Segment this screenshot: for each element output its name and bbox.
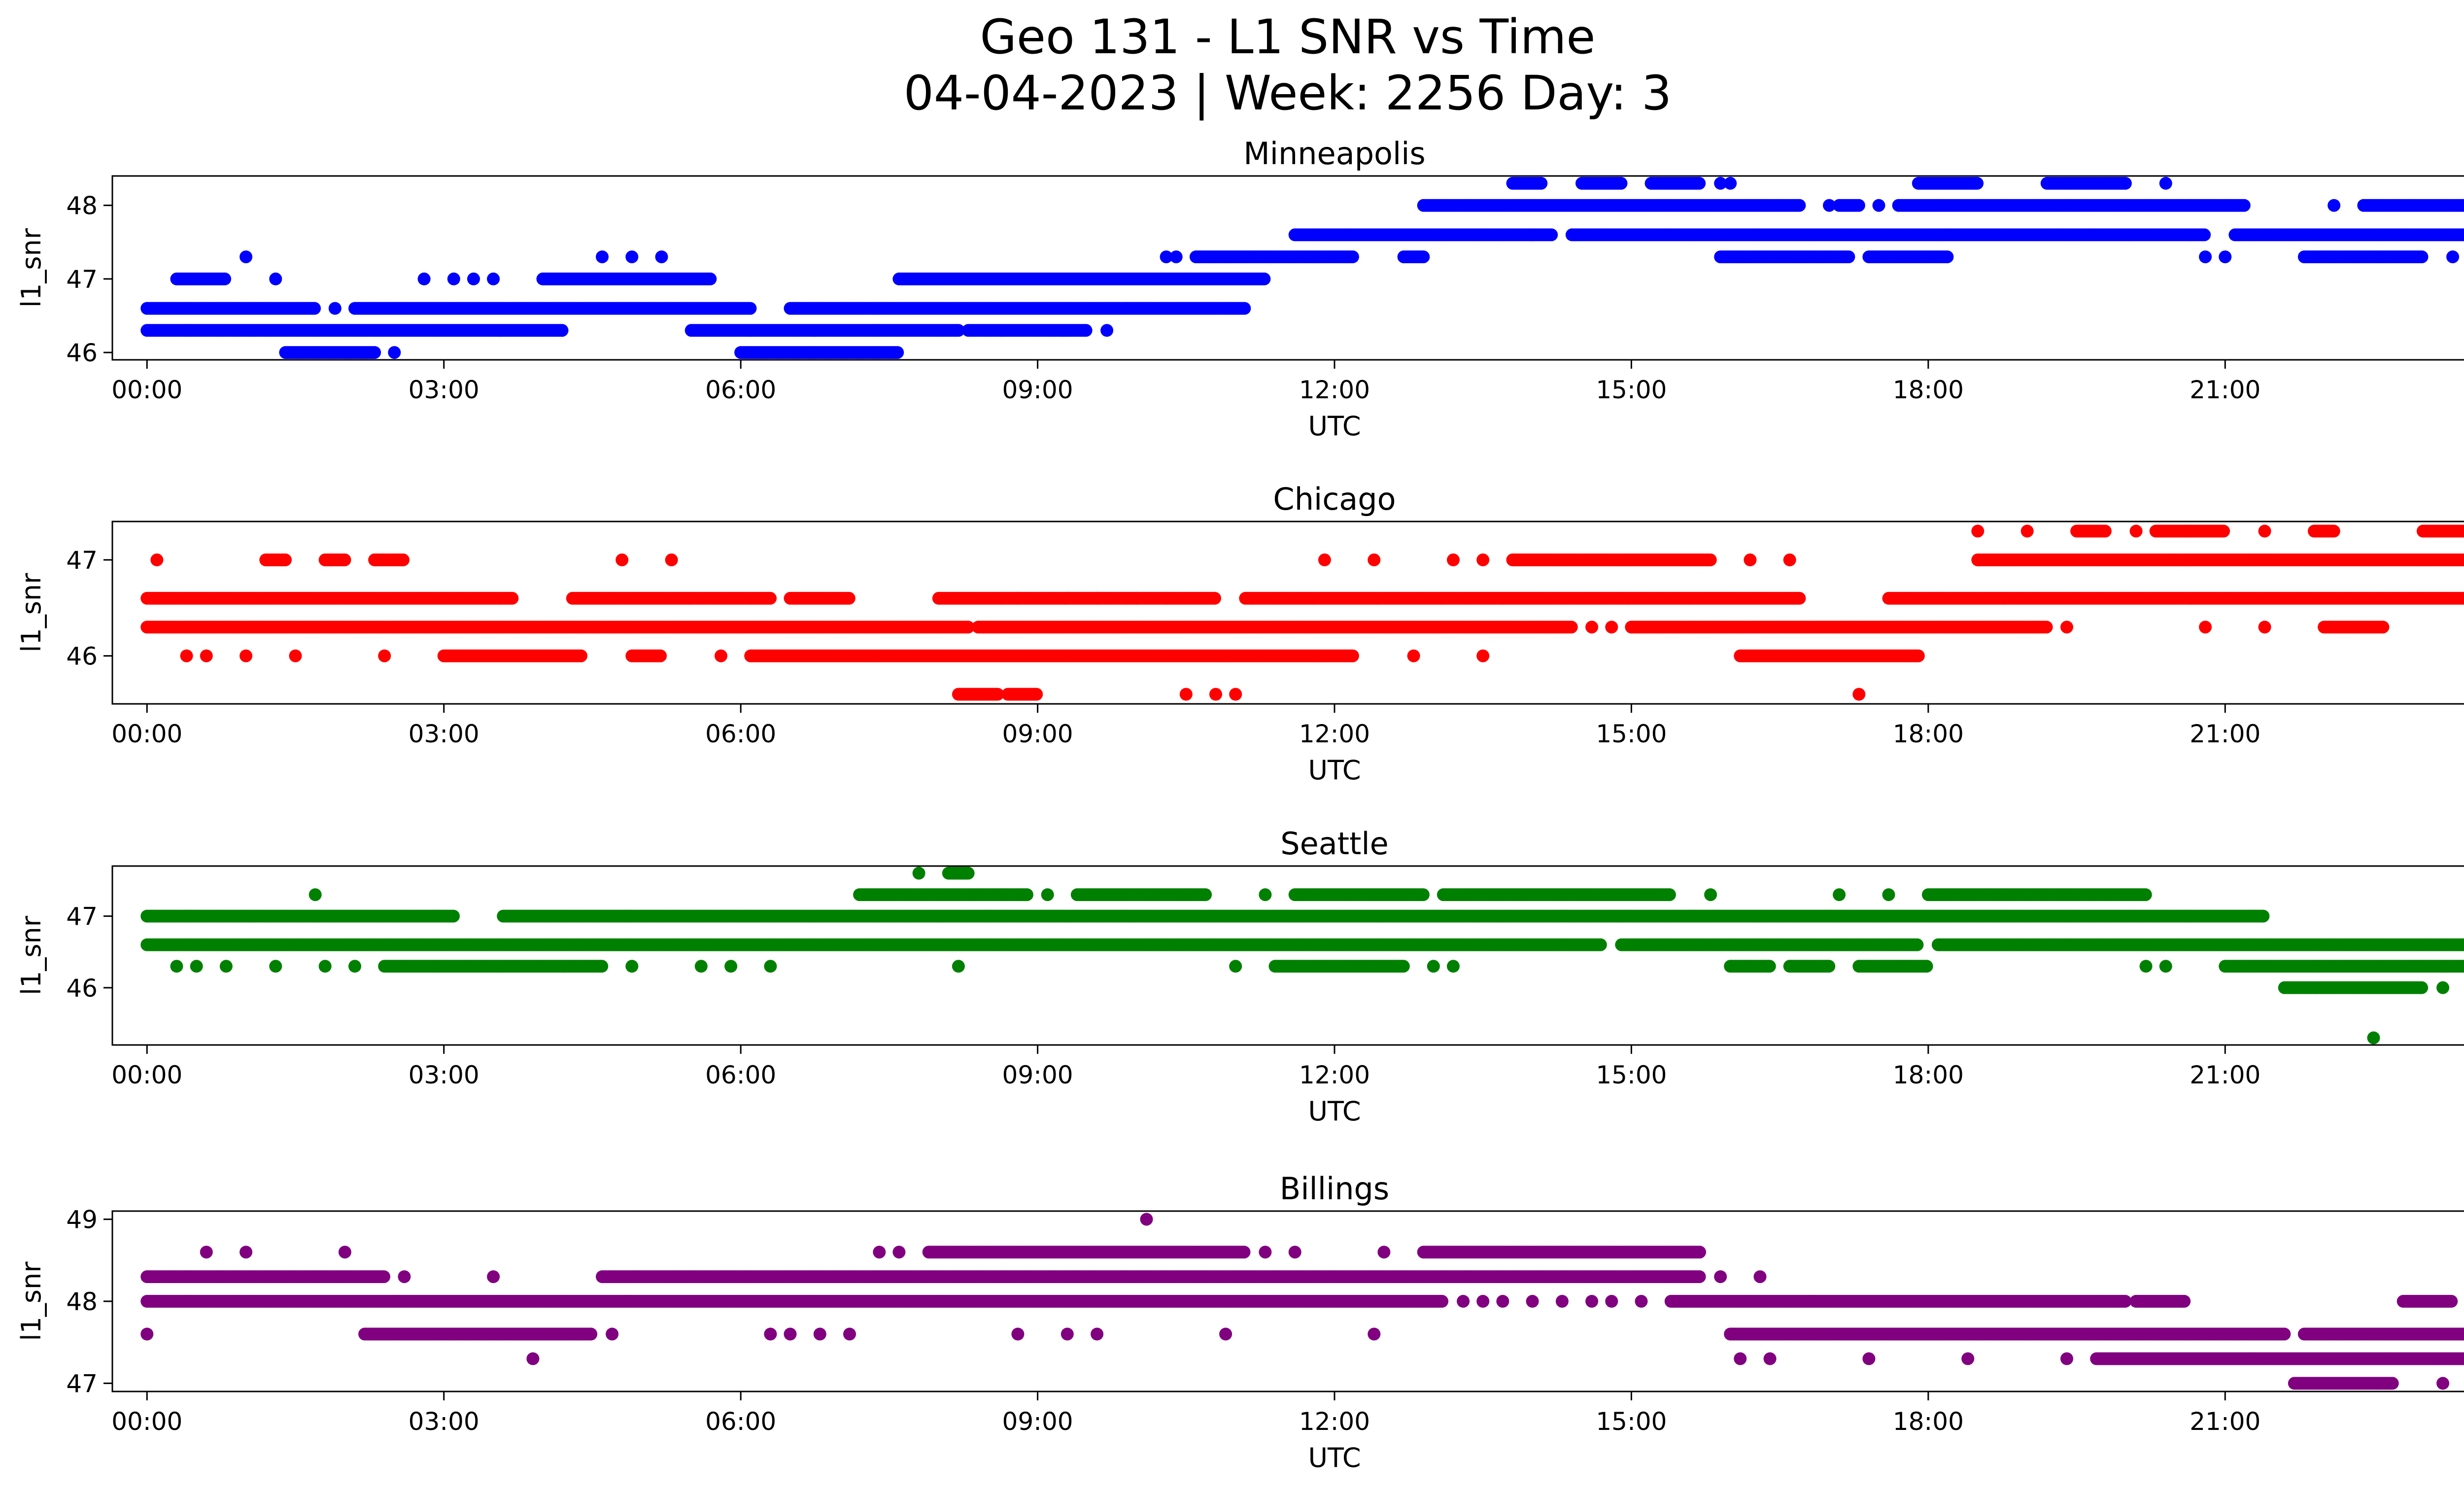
data-point xyxy=(1238,302,1251,315)
data-point xyxy=(1941,250,1954,264)
data-point xyxy=(655,250,668,264)
data-point xyxy=(2199,250,2212,264)
data-point xyxy=(1208,591,1221,605)
x-tick-label: 18:00 xyxy=(1893,376,1964,404)
y-tick-label: 46 xyxy=(66,339,98,367)
data-point xyxy=(625,250,639,264)
x-tick-label: 00:00 xyxy=(111,376,182,404)
scatter-points xyxy=(140,176,2464,359)
data-point xyxy=(2237,199,2251,212)
data-point xyxy=(218,272,232,285)
data-point xyxy=(506,591,519,605)
y-tick-label: 47 xyxy=(66,265,98,294)
data-point xyxy=(328,302,342,315)
data-point xyxy=(1169,250,1183,264)
data-point xyxy=(952,324,965,337)
x-tick-label: 06:00 xyxy=(705,376,776,404)
data-point xyxy=(1693,176,1706,190)
x-tick-label: 15:00 xyxy=(1596,376,1667,404)
data-point xyxy=(555,324,569,337)
data-point xyxy=(1258,272,1271,285)
x-axis-label: UTC xyxy=(1308,755,1361,786)
data-point xyxy=(2159,176,2172,190)
data-point xyxy=(487,272,500,285)
data-point xyxy=(1565,621,1578,634)
data-point xyxy=(1793,199,1806,212)
data-point xyxy=(269,272,282,285)
data-point xyxy=(2327,199,2341,212)
data-point xyxy=(1823,199,1836,212)
figure-title-line1: Geo 131 - L1 SNR vs Time xyxy=(980,9,1596,65)
data-point xyxy=(2040,621,2053,634)
data-point xyxy=(764,591,777,605)
data-point xyxy=(1971,176,1984,190)
panel-minneapolis: Minneapolis UTC l1_snr 00:00 03:00 06:00 09… xyxy=(16,136,2464,442)
data-point xyxy=(368,346,381,359)
data-point xyxy=(1842,250,1855,264)
data-point xyxy=(1100,324,1114,337)
data-point xyxy=(1526,228,1539,242)
figure-title-line2: 04-04-2023 | Week: 2256 Day: 3 xyxy=(904,66,1672,121)
data-point xyxy=(2446,250,2460,264)
panel-title: Minneapolis xyxy=(1243,136,1426,172)
data-point xyxy=(596,250,609,264)
data-point xyxy=(467,272,480,285)
data-point xyxy=(1079,324,1093,337)
data-point xyxy=(1605,621,1618,634)
data-point xyxy=(417,272,431,285)
data-point xyxy=(1585,621,1599,634)
data-point xyxy=(2198,228,2211,242)
data-point xyxy=(240,250,253,264)
data-point xyxy=(2060,621,2073,634)
data-point xyxy=(1614,176,1628,190)
data-point xyxy=(744,302,757,315)
data-point xyxy=(1545,228,1558,242)
x-tick-label: 09:00 xyxy=(1002,376,1073,404)
data-point xyxy=(842,591,856,605)
data-point xyxy=(2415,250,2429,264)
y-axis-label: l1_snr xyxy=(16,228,47,308)
data-point xyxy=(1724,176,1737,190)
x-tick-label: 12:00 xyxy=(1299,376,1370,404)
x-tick-label: 03:00 xyxy=(409,376,479,404)
y-tick-label: 48 xyxy=(66,192,98,220)
data-point xyxy=(447,272,460,285)
data-point xyxy=(308,302,321,315)
data-point xyxy=(1852,199,1865,212)
panel-title: Chicago xyxy=(1273,481,1396,517)
data-point xyxy=(388,346,401,359)
y-axis-label: l1_snr xyxy=(16,573,47,653)
data-point xyxy=(1346,250,1359,264)
data-point xyxy=(704,272,717,285)
x-tick-label: 21:00 xyxy=(2190,376,2260,404)
x-axis-label: UTC xyxy=(1308,411,1361,442)
data-point xyxy=(2119,176,2132,190)
data-point xyxy=(2219,250,2232,264)
data-point xyxy=(891,346,904,359)
data-point xyxy=(1417,250,1430,264)
data-point xyxy=(1872,199,1885,212)
data-point xyxy=(1535,176,1548,190)
